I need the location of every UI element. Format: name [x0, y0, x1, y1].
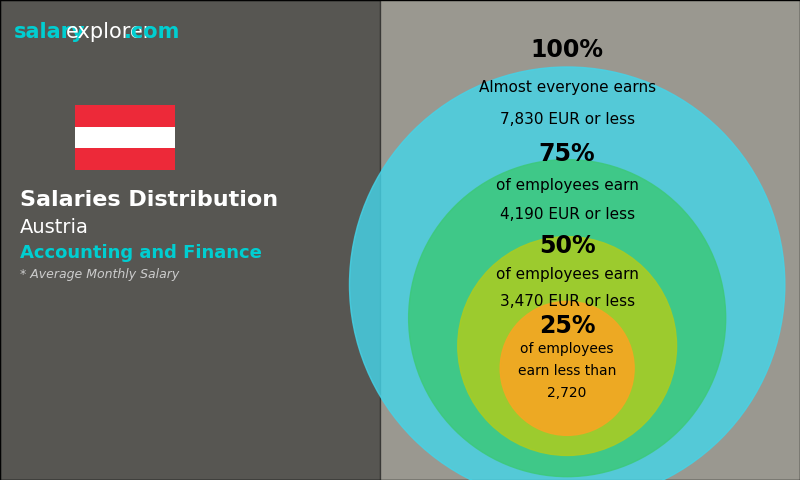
Text: explorer: explorer	[66, 22, 152, 42]
Text: Salaries Distribution: Salaries Distribution	[20, 190, 278, 210]
Text: 7,830 EUR or less: 7,830 EUR or less	[500, 112, 634, 127]
FancyBboxPatch shape	[75, 127, 175, 148]
FancyBboxPatch shape	[0, 0, 380, 480]
Text: 50%: 50%	[539, 234, 595, 258]
Text: 3,470 EUR or less: 3,470 EUR or less	[500, 294, 634, 309]
Text: Austria: Austria	[20, 218, 89, 237]
FancyBboxPatch shape	[75, 148, 175, 170]
Text: earn less than: earn less than	[518, 364, 616, 378]
Text: .com: .com	[124, 22, 180, 42]
Text: Almost everyone earns: Almost everyone earns	[478, 80, 656, 95]
Text: 4,190 EUR or less: 4,190 EUR or less	[500, 207, 634, 222]
Text: of employees: of employees	[521, 342, 614, 356]
Text: of employees earn: of employees earn	[496, 267, 638, 282]
Circle shape	[350, 67, 785, 480]
Circle shape	[458, 237, 677, 456]
Text: of employees earn: of employees earn	[496, 178, 638, 193]
Text: 25%: 25%	[539, 314, 595, 338]
Circle shape	[409, 160, 726, 477]
Text: Accounting and Finance: Accounting and Finance	[20, 244, 262, 262]
Text: salary: salary	[14, 22, 86, 42]
Text: 75%: 75%	[539, 142, 595, 166]
Text: * Average Monthly Salary: * Average Monthly Salary	[20, 268, 179, 281]
Text: 100%: 100%	[530, 38, 604, 62]
FancyBboxPatch shape	[75, 105, 175, 127]
Circle shape	[500, 301, 634, 435]
Text: 2,720: 2,720	[547, 386, 587, 400]
